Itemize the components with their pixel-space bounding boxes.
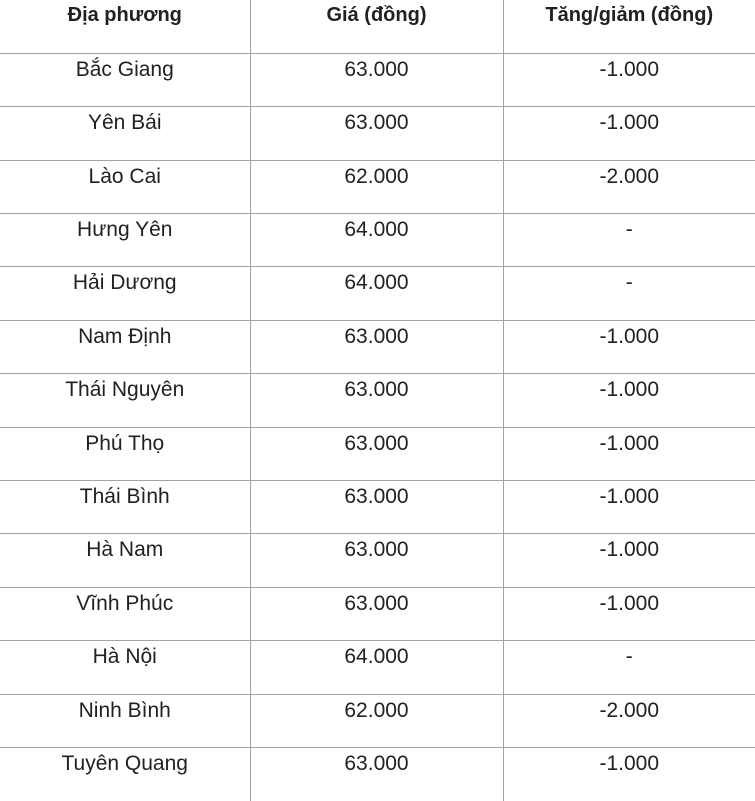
location-cell: Lào Cai [0,160,250,215]
table-row: Nam Định 63.000 -1.000 [0,320,755,375]
price-cell: 63.000 [249,106,503,161]
price-cell: 62.000 [249,694,503,748]
change-cell: -1.000 [502,106,755,161]
table-body: Bắc Giang 63.000 -1.000 Yên Bái 63.000 -1.000… [0,53,755,801]
location-cell: Hà Nội [0,640,250,695]
price-cell: 63.000 [249,533,503,588]
change-cell: -1.000 [502,427,755,482]
column-header-price: Giá (đồng) [249,0,503,54]
location-cell: Vĩnh Phúc [0,587,250,642]
price-cell: 64.000 [249,266,503,321]
change-cell: -2.000 [502,160,755,215]
column-header-location: Địa phương [0,0,250,54]
table-row: Hưng Yên 64.000- [0,213,755,268]
table-row: Hà Nam 63.000 -1.000 [0,533,755,588]
price-cell: 64.000 [249,640,503,695]
column-header-change: Tăng/giảm (đồng) [502,0,755,54]
table-row: Thái Bình 63.000 -1.000 [0,480,755,535]
location-cell: Thái Bình [0,480,250,535]
location-cell: Thái Nguyên [0,373,250,428]
price-cell: 63.000 [249,320,503,375]
location-cell: Nam Định [0,320,250,375]
location-cell: Hải Dương [0,266,250,321]
location-cell: Yên Bái [0,106,250,161]
price-cell: 63.000 [249,747,503,801]
table-row: Hà Nội 64.000- [0,640,755,695]
price-cell: 64.000 [249,213,503,268]
table-row: Tuyên Quang 63.000 -1.000 [0,747,755,801]
location-cell: Bắc Giang [0,53,250,108]
location-cell: Ninh Bình [0,694,250,748]
change-cell: -1.000 [502,320,755,375]
price-cell: 63.000 [249,587,503,642]
change-cell: - [502,266,755,321]
table-row: Vĩnh Phúc 63.000 -1.000 [0,587,755,642]
change-cell: -1.000 [502,53,755,108]
price-cell: 63.000 [249,427,503,482]
change-cell: -2.000 [502,694,755,748]
table-row: Ninh Bình 62.000 -2.000 [0,694,755,748]
location-cell: Hà Nam [0,533,250,588]
price-cell: 62.000 [249,160,503,215]
change-cell: -1.000 [502,587,755,642]
table-row: Bắc Giang 63.000 -1.000 [0,53,755,108]
change-cell: -1.000 [502,373,755,428]
table-row: Thái Nguyên 63.000 -1.000 [0,373,755,428]
price-cell: 63.000 [249,373,503,428]
table-row: Phú Thọ 63.000 -1.000 [0,427,755,482]
change-cell: -1.000 [502,533,755,588]
location-cell: Tuyên Quang [61,751,188,775]
price-cell: 63.000 [249,480,503,535]
change-cell: -1.000 [502,480,755,535]
location-cell: Phú Thọ [0,427,250,482]
change-cell: - [502,640,755,695]
change-cell: - [502,213,755,268]
table-row: Lào Cai 62.000 -2.000 [0,160,755,215]
table-row: Hải Dương 64.000- [0,266,755,321]
change-cell: -1.000 [502,747,755,801]
table-row: Yên Bái 63.000 -1.000 [0,106,755,161]
header-row: Địa phương Giá (đồng) Tăng/giảm (đồng) [0,0,755,54]
location-cell: Hưng Yên [0,213,250,268]
price-cell: 63.000 [249,53,503,108]
